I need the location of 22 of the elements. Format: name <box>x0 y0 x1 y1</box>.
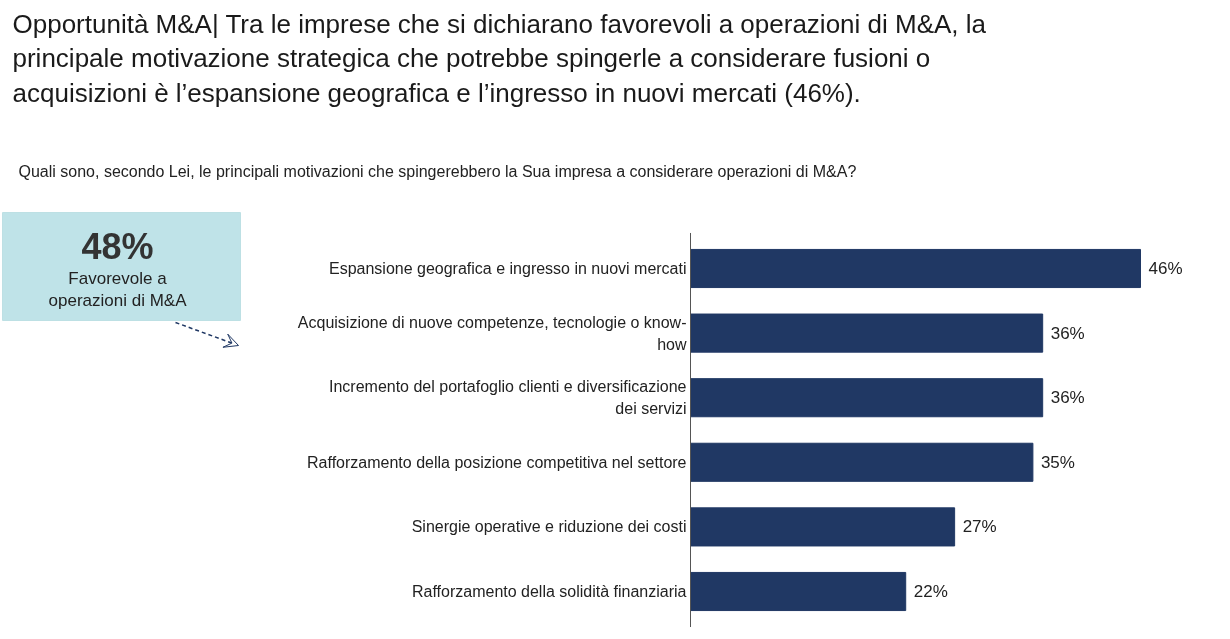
bar <box>690 507 956 547</box>
y-tick-label: Sinergie operative e riduzione dei costi <box>411 518 687 536</box>
y-tick-label: Rafforzamento della posizione competitiva nel settore <box>307 453 687 471</box>
data-label: 27% <box>962 517 997 537</box>
y-tick-label: Acquisizione di nuove competenze, tecnologie o know-how <box>297 313 687 353</box>
y-tick-label: Incremento del portafoglio clienti e diversificazione dei servizi <box>328 378 687 418</box>
data-label: 35% <box>1040 452 1075 472</box>
chart-title: Opportunità M&A| Tra le imprese che si dichiarano favorevoli a operazioni di M&A, la principale motivazione strategica che potrebbe spingerle a considerare fusioni o acquisizioni è l’espansione geografica e l’ingresso in nuovi mercati (46%). <box>12 8 987 108</box>
data-label: 46% <box>1148 259 1183 278</box>
bar <box>690 248 1141 289</box>
data-label: 36% <box>1050 388 1085 408</box>
bar <box>690 313 1044 353</box>
bar <box>690 378 1044 418</box>
bar <box>690 571 907 612</box>
text: Quali sono, secondo Lei, le principali motivazioni che spingerebbero la Sua impresa a considerare operazioni di M&A? <box>18 162 857 180</box>
data-label: 36% <box>1050 323 1085 343</box>
text: Favorevole a operazioni di M&A <box>48 268 188 311</box>
data-label: 22% <box>913 582 948 601</box>
text: 48% <box>81 225 154 267</box>
y-tick-label: Rafforzamento della solidità finanziaria <box>411 583 687 600</box>
y-tick-label: Espansione geografica e ingresso in nuovi mercati <box>328 260 687 277</box>
bar <box>690 442 1034 482</box>
